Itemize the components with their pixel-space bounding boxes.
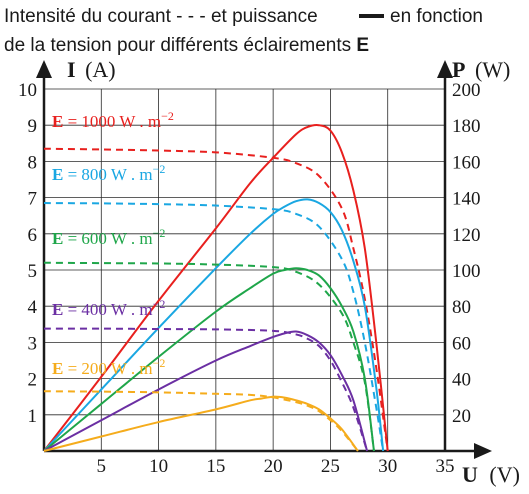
power-curve-line	[43, 395, 359, 452]
y-right-unit: (W)	[475, 57, 510, 82]
grid	[44, 88, 445, 451]
series	[43, 124, 389, 452]
x-tick-label: 35	[436, 456, 455, 477]
series-label-text: E = 400 W . m	[52, 300, 153, 319]
y-right-tick-label: 180	[452, 116, 481, 137]
series-label: E = 600 W . m−2	[52, 226, 165, 248]
y-left-tick-label: 9	[28, 116, 38, 137]
power-curve-line	[43, 198, 385, 452]
y-left-tick-label: 4	[28, 297, 38, 318]
power-curve-line	[43, 267, 375, 452]
series-label-rest: = 200 W . m	[63, 359, 152, 378]
chart-title-line1: Intensité du courant - - - et puissance	[4, 6, 318, 27]
y-right-tick-label: 140	[452, 189, 481, 210]
y-left-tick-label: 10	[18, 80, 37, 101]
y-right-axis-label: P (W)	[452, 57, 510, 82]
y-right-tick-label: 160	[452, 152, 481, 173]
tick-labels: 5 10 15 20 25 30 35 1 2 3 4 5 6 7 8 9 10 20 40 60 80 100 120 14…	[18, 80, 481, 477]
series-label-rest: = 800 W . m	[63, 165, 152, 184]
series-label-exponent: −2	[161, 109, 174, 123]
title-line1-pre: Intensité du courant - - - et puissance	[4, 6, 318, 27]
series-label-e: E	[52, 112, 63, 131]
y-left-axis-label: I (A)	[67, 57, 116, 82]
series-labels: E = 1000 W . m−2E = 800 W . m−2E = 600 W…	[52, 109, 174, 378]
title-line2-pre: de la tension pour différents éclairemen…	[4, 35, 351, 56]
series-label-e: E	[52, 229, 63, 248]
current-curve-line	[43, 202, 385, 452]
x-tick-label: 10	[149, 456, 168, 477]
series-label-e: E	[52, 165, 63, 184]
y-right-tick-label: 20	[452, 406, 471, 427]
series-label-exponent: −2	[153, 356, 166, 370]
x-tick-label: 30	[378, 456, 397, 477]
x-symbol: U	[462, 462, 478, 487]
y-right-tick-label: 80	[452, 297, 471, 318]
series-label-e: E	[52, 300, 63, 319]
series-label: E = 800 W . m−2	[52, 162, 165, 184]
current-curve-line	[43, 327, 369, 452]
y-right-tick-label: 120	[452, 225, 481, 246]
series-label: E = 400 W . m−2	[52, 297, 165, 319]
series-label-e: E	[52, 359, 63, 378]
x-unit: (V)	[489, 462, 520, 487]
x-tick-label: 20	[264, 456, 283, 477]
y-left-tick-label: 7	[28, 189, 38, 210]
y-left-tick-label: 2	[28, 370, 38, 391]
current-curve-line	[43, 390, 359, 452]
series-label-exponent: −2	[153, 162, 166, 176]
power-curve-line	[43, 330, 369, 452]
x-axis-arrow	[474, 443, 492, 459]
y-right-tick-label: 40	[452, 370, 471, 391]
series-label-exponent: −2	[153, 226, 166, 240]
series-label-exponent: −2	[153, 297, 166, 311]
y-left-symbol: I	[67, 57, 76, 82]
chart-title-line2: de la tension pour différents éclairemen…	[4, 35, 369, 56]
y-left-tick-label: 5	[28, 261, 38, 282]
y-left-unit: (A)	[85, 57, 116, 82]
y-left-axis-arrow	[36, 60, 52, 78]
title-line1-post: en fonction	[390, 6, 483, 27]
series-label-text: E = 1000 W . m	[52, 112, 161, 131]
y-left-tick-label: 3	[28, 333, 38, 354]
y-right-tick-label: 100	[452, 261, 481, 282]
current-curve-line	[43, 147, 389, 452]
series-label-text: E = 600 W . m	[52, 229, 153, 248]
y-right-tick-label: 60	[452, 333, 471, 354]
y-left-tick-label: 8	[28, 152, 38, 173]
y-left-tick-label: 6	[28, 225, 38, 246]
title-line2-bold: E	[356, 35, 369, 56]
series-label: E = 200 W . m−2	[52, 356, 165, 378]
y-right-axis-arrow	[437, 60, 453, 78]
x-tick-label: 15	[206, 456, 225, 477]
y-left-tick-label: 1	[28, 406, 38, 427]
series-label-text: E = 200 W . m	[52, 359, 153, 378]
series-label: E = 1000 W . m−2	[52, 109, 174, 131]
x-tick-label: 25	[321, 456, 340, 477]
x-tick-label: 5	[97, 456, 107, 477]
series-label-rest: = 400 W . m	[63, 300, 152, 319]
series-label-text: E = 800 W . m	[52, 165, 153, 184]
series-label-rest: = 1000 W . m	[63, 112, 161, 131]
current-curve-line	[43, 261, 375, 452]
series-label-rest: = 600 W . m	[63, 229, 152, 248]
power-curve-line	[43, 124, 389, 452]
x-axis-label: U (V)	[462, 462, 520, 487]
y-right-symbol: P	[452, 57, 465, 82]
y-right-tick-label: 200	[452, 80, 481, 101]
